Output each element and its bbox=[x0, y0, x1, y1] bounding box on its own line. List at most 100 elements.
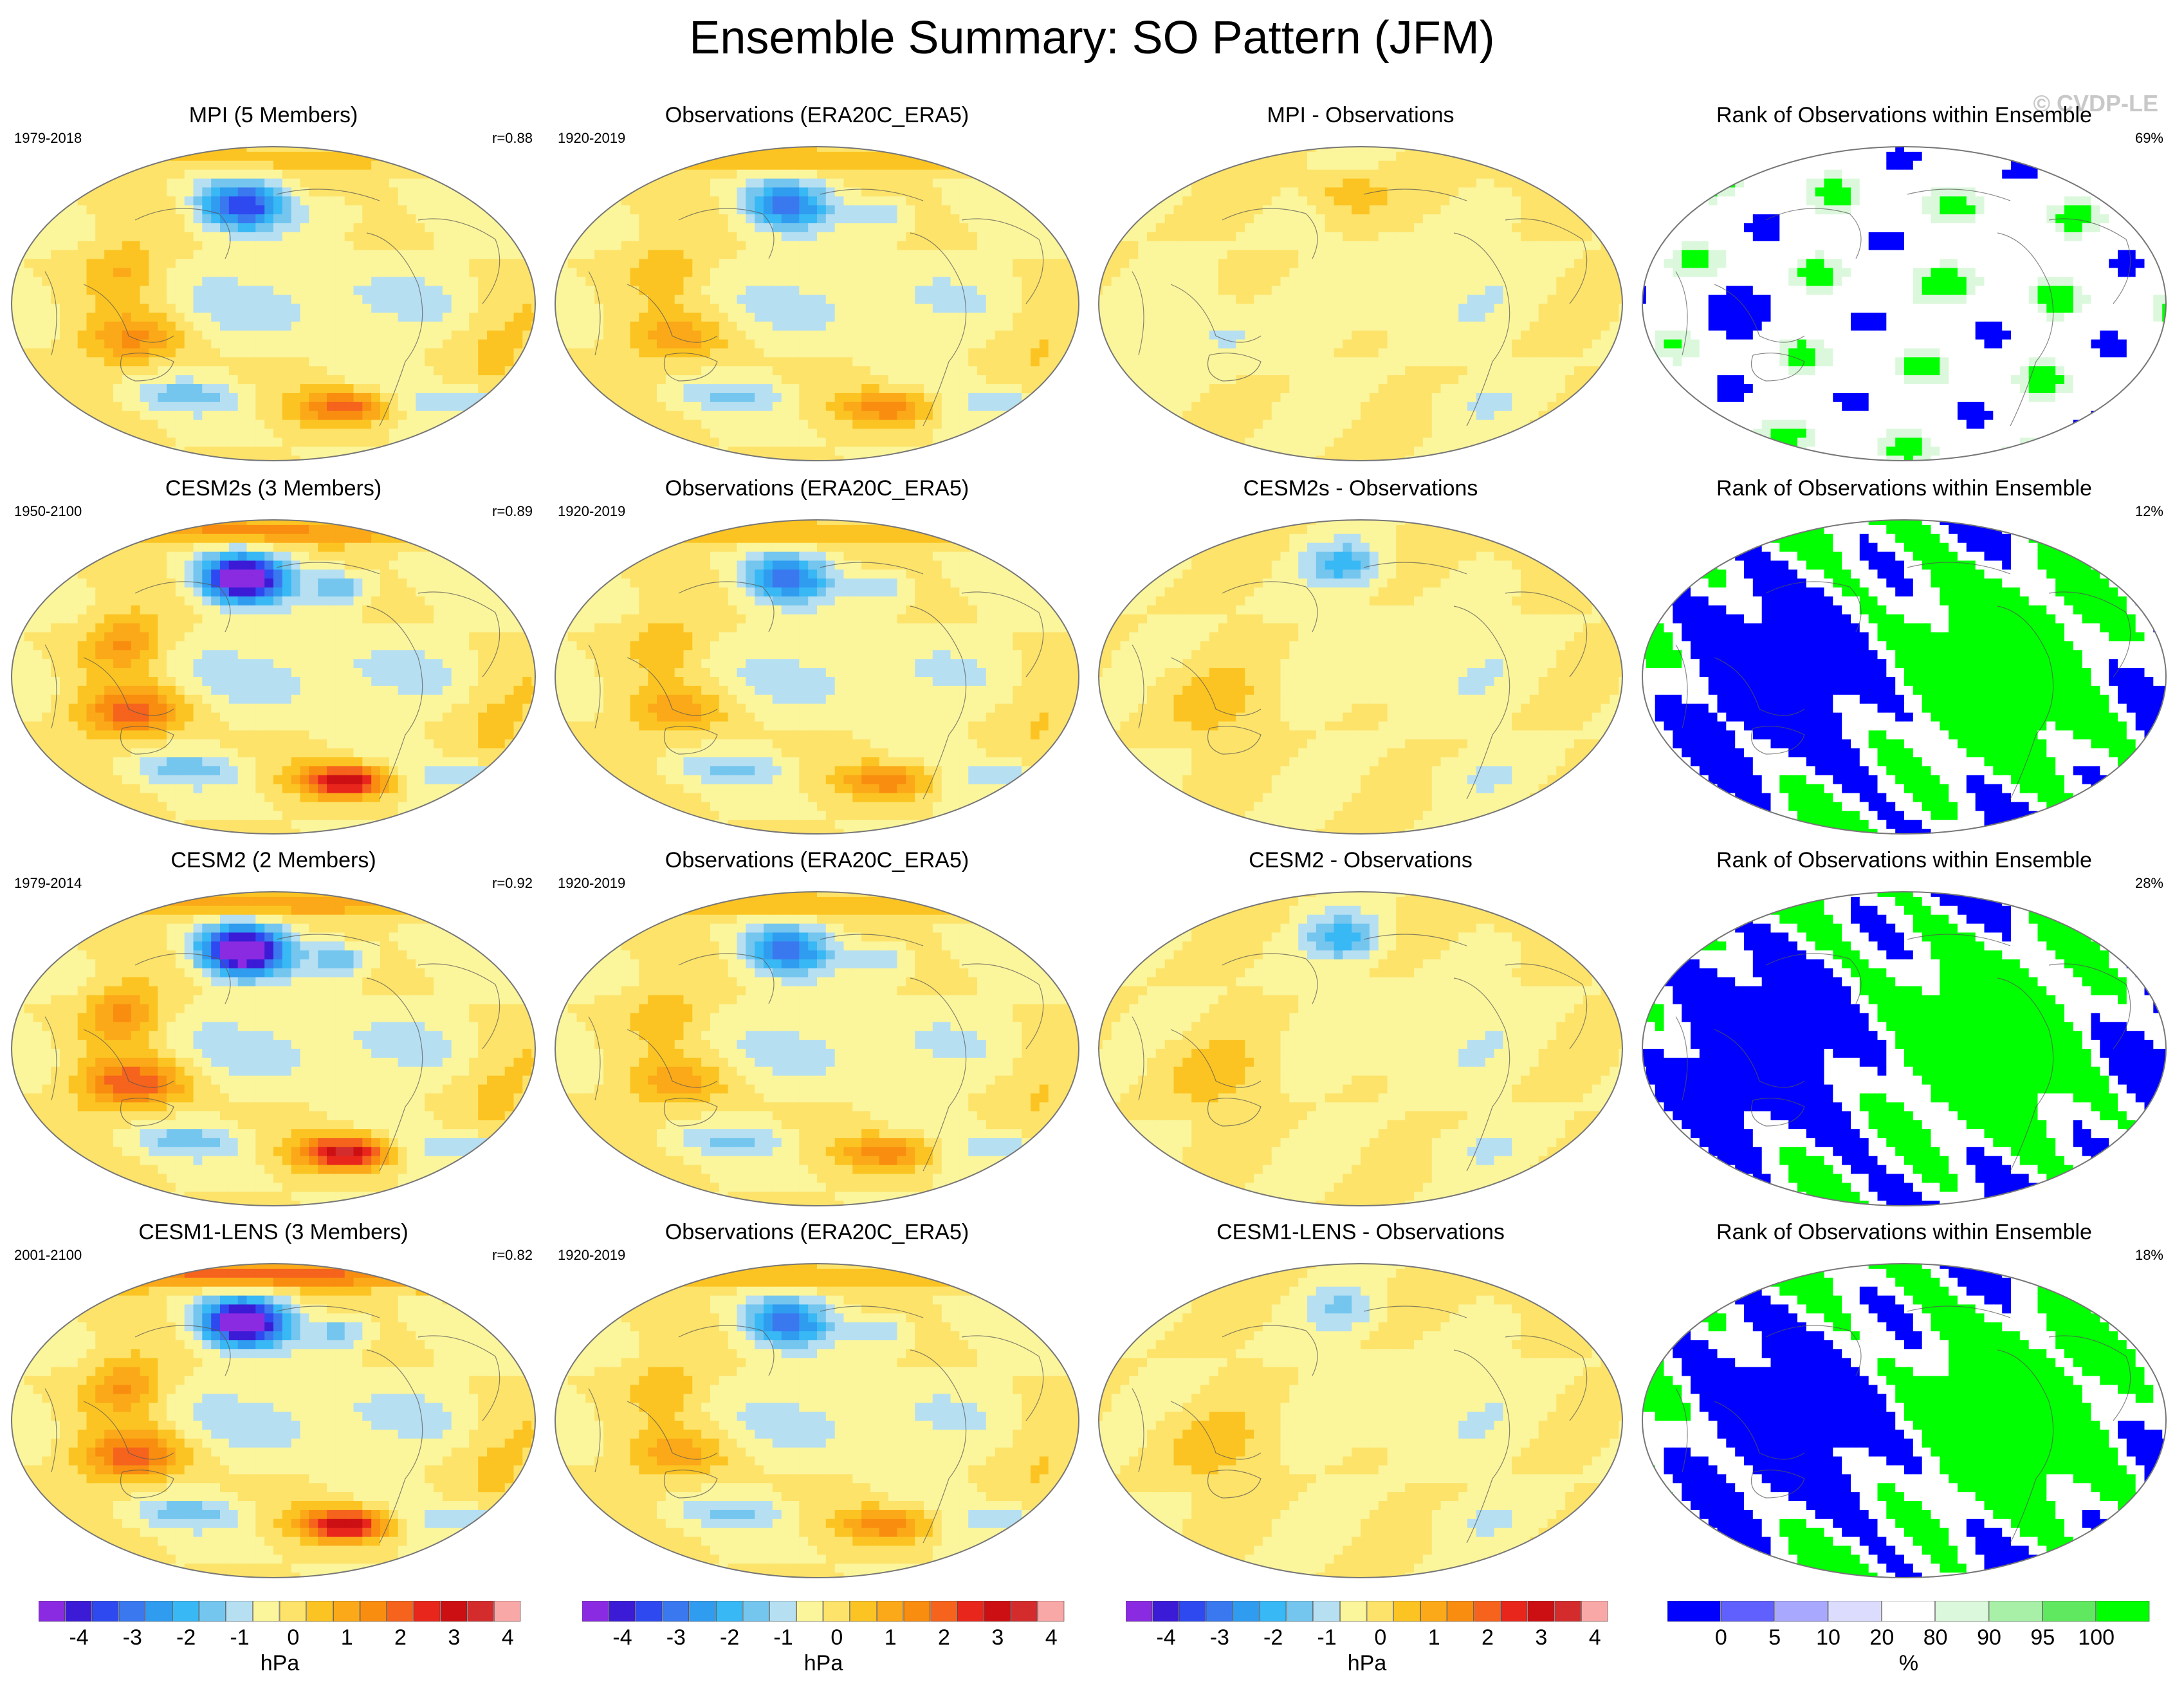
map-cell bbox=[1075, 348, 1079, 358]
map-cell bbox=[451, 304, 461, 313]
map-cell bbox=[1066, 392, 1076, 403]
map-cell bbox=[1503, 223, 1512, 233]
map-cell bbox=[407, 339, 416, 349]
map-cell bbox=[478, 147, 488, 152]
map-cell bbox=[1013, 268, 1022, 277]
map-cell bbox=[1547, 232, 1557, 242]
map-cell bbox=[1164, 160, 1175, 171]
map-cell bbox=[273, 241, 283, 251]
map-cell bbox=[728, 304, 738, 313]
map-cell bbox=[531, 151, 535, 162]
map-cell bbox=[264, 147, 274, 152]
map-cell bbox=[772, 151, 782, 162]
map-cell bbox=[12, 223, 16, 233]
map-cell bbox=[630, 214, 639, 224]
map-cell bbox=[104, 304, 114, 313]
map-cell bbox=[77, 169, 87, 180]
map-cell bbox=[1004, 151, 1013, 162]
map-cell bbox=[495, 160, 506, 171]
map-cell bbox=[683, 420, 693, 430]
map-cell bbox=[425, 160, 434, 171]
map-cell bbox=[888, 339, 898, 349]
map-cell bbox=[1075, 232, 1079, 242]
map-cell bbox=[558, 357, 569, 367]
map-cell bbox=[648, 312, 657, 322]
map-cell bbox=[692, 392, 702, 403]
map-cell bbox=[995, 429, 1005, 438]
map-cell bbox=[122, 438, 132, 447]
map-cell bbox=[995, 339, 1005, 349]
map-cell bbox=[897, 312, 906, 322]
map-cell bbox=[202, 286, 212, 295]
map-cell bbox=[941, 295, 951, 304]
map-cell bbox=[1289, 223, 1299, 233]
map-cell bbox=[959, 160, 969, 171]
map-cell bbox=[487, 169, 497, 180]
map-cell bbox=[1556, 147, 1566, 152]
map-cell bbox=[282, 196, 292, 206]
map-cell bbox=[131, 268, 141, 277]
map-cell bbox=[318, 169, 327, 180]
map-cell bbox=[451, 268, 461, 277]
map-cell bbox=[665, 304, 675, 313]
map-cell bbox=[122, 411, 132, 421]
map-cell bbox=[781, 429, 791, 438]
map-cell bbox=[104, 259, 114, 269]
map-cell bbox=[1209, 151, 1219, 162]
map-cell bbox=[1120, 169, 1130, 180]
map-cell bbox=[906, 456, 915, 461]
map-cell bbox=[1048, 241, 1058, 251]
coastlines bbox=[44, 189, 500, 427]
map-cell bbox=[504, 456, 515, 461]
map-cell bbox=[1547, 169, 1557, 180]
map-cell bbox=[861, 384, 871, 394]
map-cell bbox=[362, 392, 372, 403]
map-cell bbox=[273, 447, 283, 456]
map-cell bbox=[1565, 223, 1575, 233]
map-cell bbox=[915, 295, 924, 304]
map-cell bbox=[175, 277, 185, 286]
map-cell bbox=[1013, 366, 1022, 376]
map-cell bbox=[674, 250, 684, 260]
map-cell bbox=[434, 277, 443, 286]
map-cell bbox=[657, 232, 666, 242]
map-cell bbox=[309, 295, 318, 304]
map-cell bbox=[33, 214, 42, 224]
map-cell bbox=[220, 357, 230, 367]
map-cell bbox=[371, 438, 381, 447]
map-cell bbox=[1325, 205, 1335, 215]
map-cell bbox=[781, 232, 791, 242]
map-cell bbox=[389, 147, 399, 152]
map-cell bbox=[746, 178, 755, 189]
map-cell bbox=[852, 223, 862, 233]
map-cell bbox=[861, 438, 871, 447]
map-cell bbox=[665, 241, 675, 251]
map-cell bbox=[710, 259, 720, 269]
map-cell bbox=[1307, 160, 1317, 171]
map-cell bbox=[1057, 205, 1067, 215]
map-cell bbox=[425, 187, 434, 197]
map-cell bbox=[1031, 447, 1040, 456]
map-cell bbox=[60, 348, 69, 358]
map-cell bbox=[585, 241, 595, 251]
map-cell bbox=[140, 241, 149, 251]
map-cell bbox=[416, 456, 425, 461]
map-cell bbox=[941, 232, 951, 242]
map-cell bbox=[1013, 214, 1022, 224]
map-cell bbox=[1155, 151, 1166, 162]
map-cell bbox=[959, 250, 969, 260]
map-cell bbox=[932, 304, 942, 313]
map-cell bbox=[1075, 196, 1079, 206]
map-cell bbox=[1343, 205, 1352, 215]
map-cell bbox=[1431, 147, 1442, 152]
map-cell bbox=[273, 214, 283, 224]
map-cell bbox=[1352, 196, 1361, 206]
map-cell bbox=[220, 250, 230, 260]
map-cell bbox=[335, 268, 345, 277]
map-cell bbox=[193, 196, 203, 206]
map-cell bbox=[318, 339, 327, 349]
map-cell bbox=[879, 312, 889, 322]
map-cell bbox=[460, 456, 470, 461]
map-cell bbox=[451, 392, 461, 403]
map-diff bbox=[1098, 146, 1623, 461]
